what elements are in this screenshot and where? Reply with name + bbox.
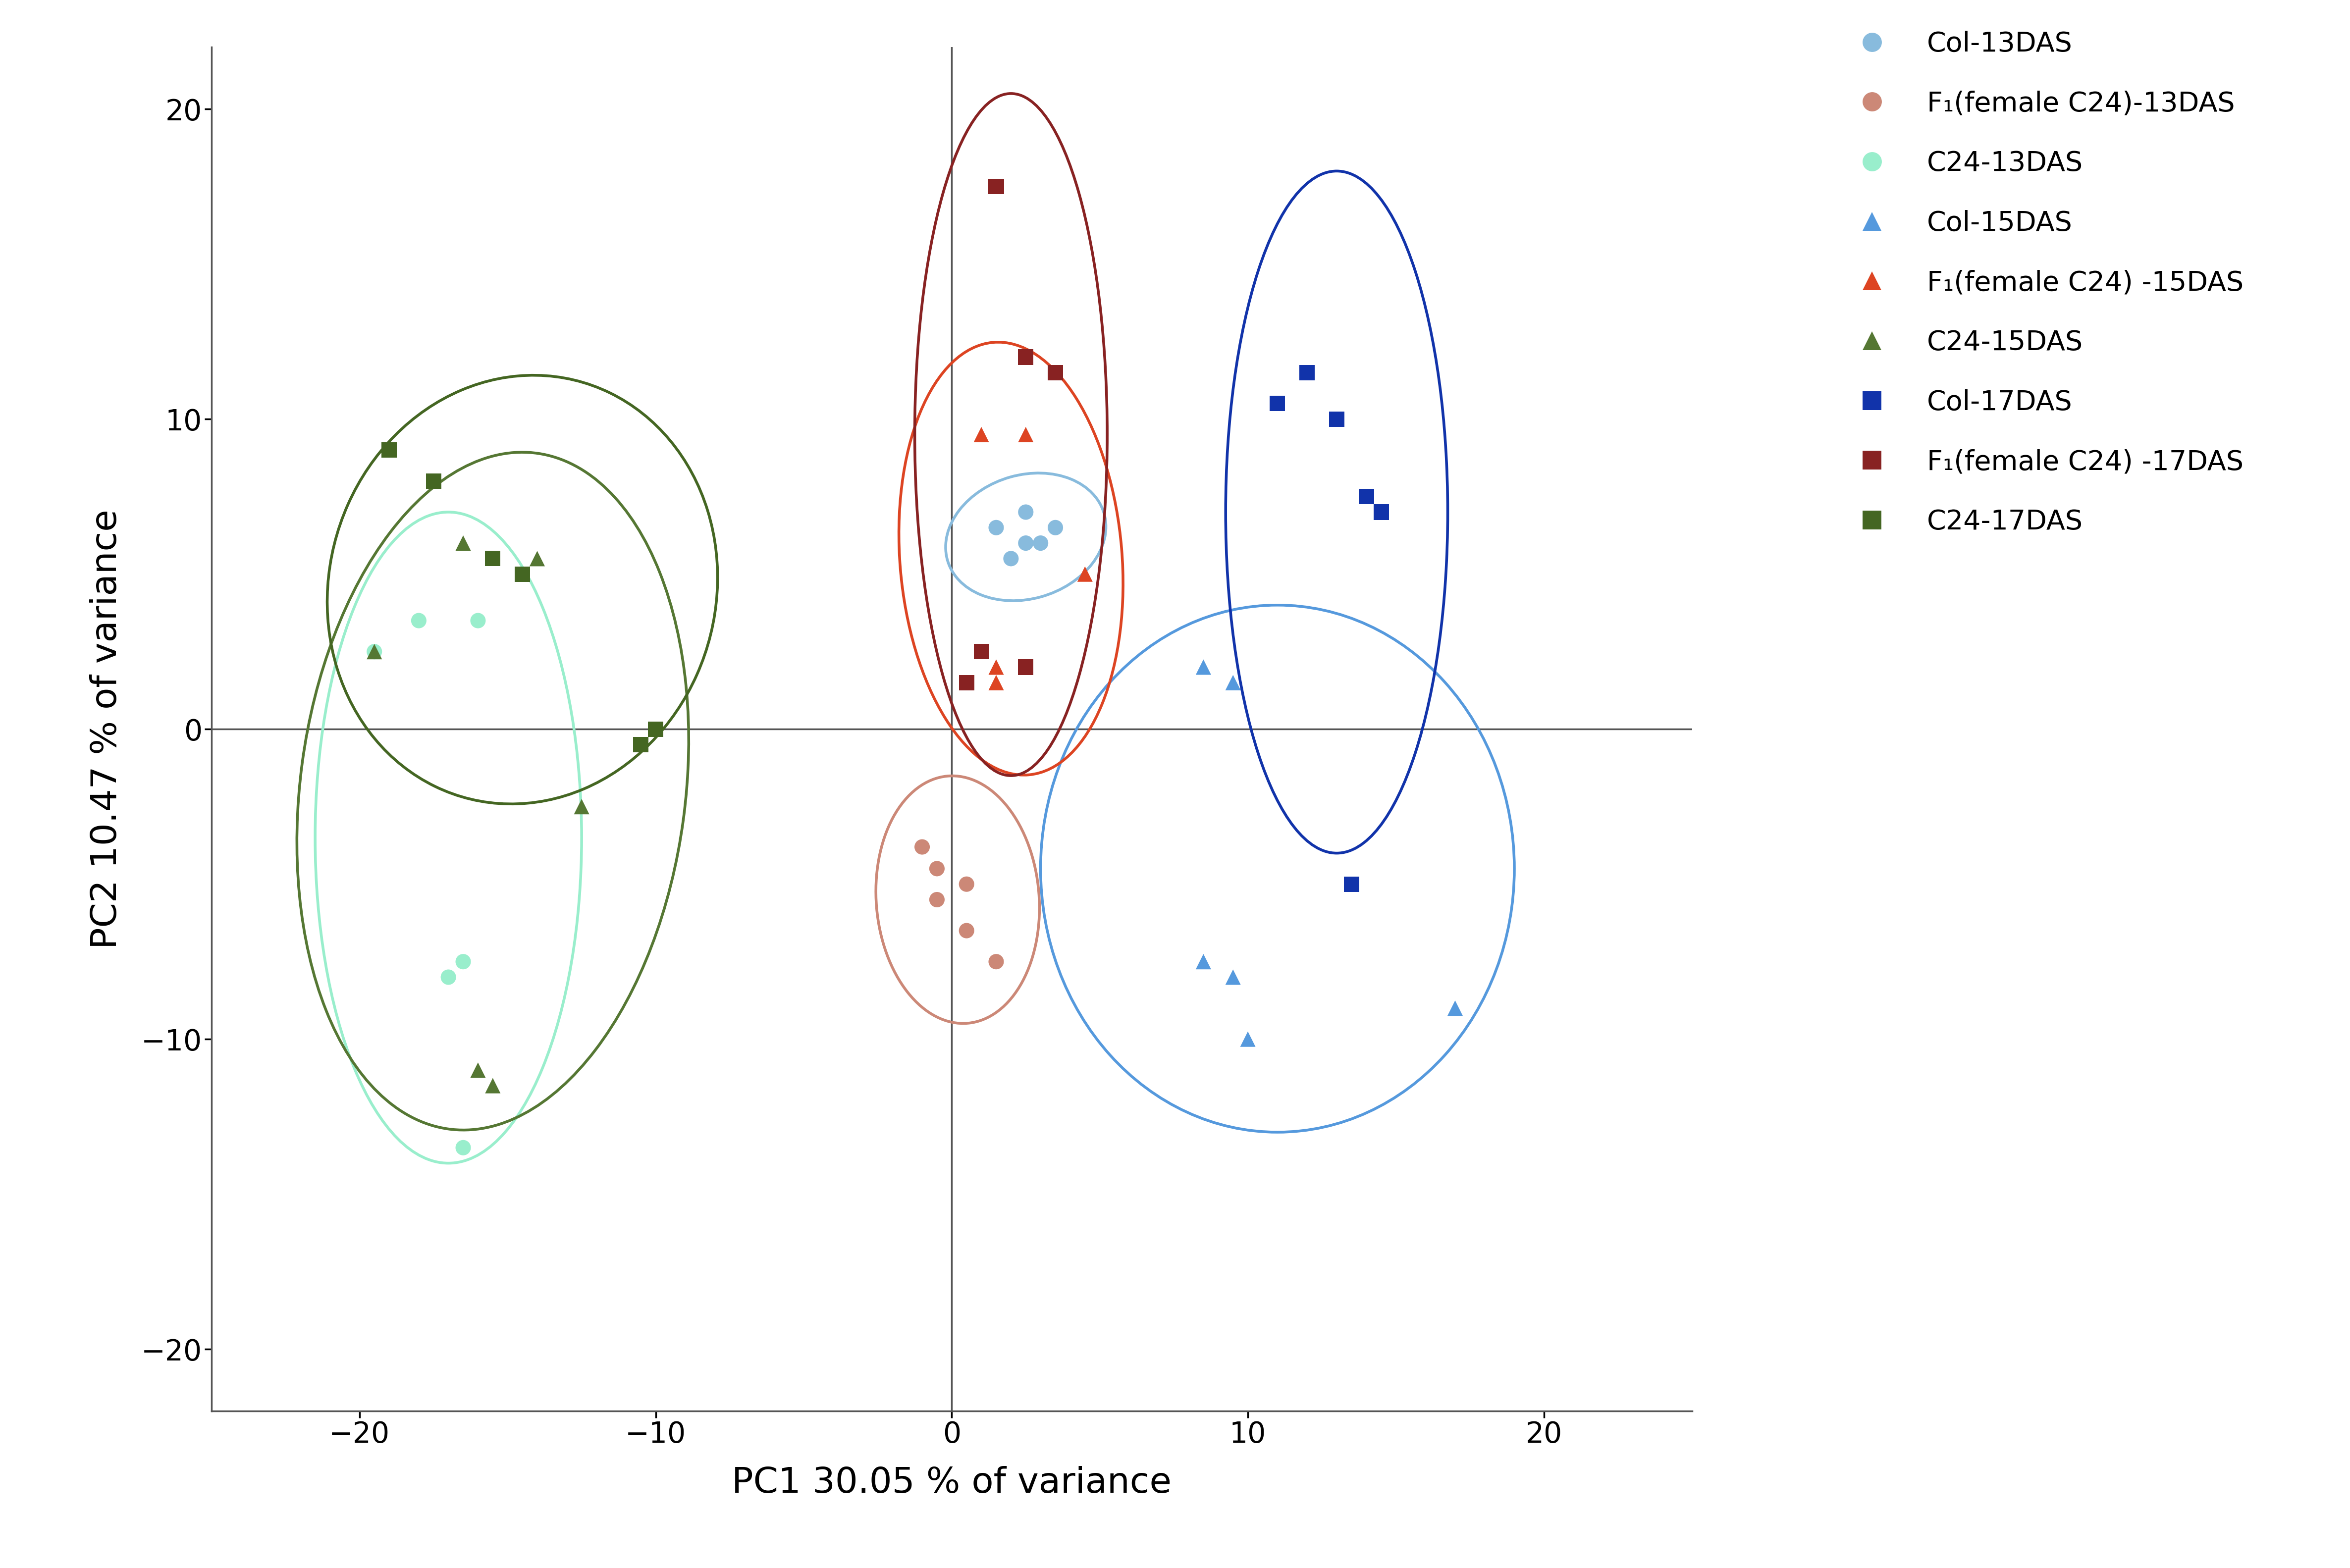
Point [1332,872,1370,897]
Point [919,887,956,913]
Point [1215,670,1253,695]
Point [1260,390,1297,416]
Point [978,514,1015,539]
Point [1006,500,1043,525]
Point [978,174,1015,199]
Point [355,640,392,665]
Point [519,546,557,571]
Point [1184,949,1222,974]
Point [947,670,985,695]
Point [992,546,1029,571]
Point [1022,530,1060,555]
Point [1006,345,1043,370]
Point [1318,406,1356,431]
Point [947,919,985,944]
Point [458,608,496,633]
Point [1288,361,1325,386]
Point [1006,422,1043,447]
Point [1006,654,1043,679]
Point [964,640,1001,665]
Point [947,670,985,695]
Point [414,469,451,494]
Point [1215,964,1253,989]
Point [1347,485,1384,510]
Point [1036,361,1074,386]
Point [1184,654,1222,679]
Point [355,640,392,665]
Y-axis label: PC2 10.47 % of variance: PC2 10.47 % of variance [89,510,125,949]
Point [919,856,956,881]
Point [475,546,512,571]
Point [637,717,674,742]
Point [371,437,409,463]
Point [964,422,1001,447]
Point [978,670,1015,695]
Point [947,872,985,897]
Point [1067,561,1105,586]
Point [400,608,437,633]
Point [1229,1027,1267,1052]
Legend: Col-13DAS, F₁(female C24)-13DAS, C24-13DAS, Col-15DAS, F₁(female C24) -15DAS, C2: Col-13DAS, F₁(female C24)-13DAS, C24-13D… [1833,20,2254,547]
Point [1436,996,1473,1021]
Point [1036,514,1074,539]
Point [444,949,482,974]
Point [623,732,660,757]
Point [1006,530,1043,555]
Point [1363,500,1401,525]
X-axis label: PC1 30.05 % of variance: PC1 30.05 % of variance [731,1466,1173,1501]
Point [902,834,940,859]
Point [430,964,468,989]
Point [458,1058,496,1083]
Point [562,793,599,818]
Point [475,1073,512,1098]
Point [978,654,1015,679]
Point [444,1135,482,1160]
Point [503,561,541,586]
Point [444,530,482,555]
Point [978,949,1015,974]
